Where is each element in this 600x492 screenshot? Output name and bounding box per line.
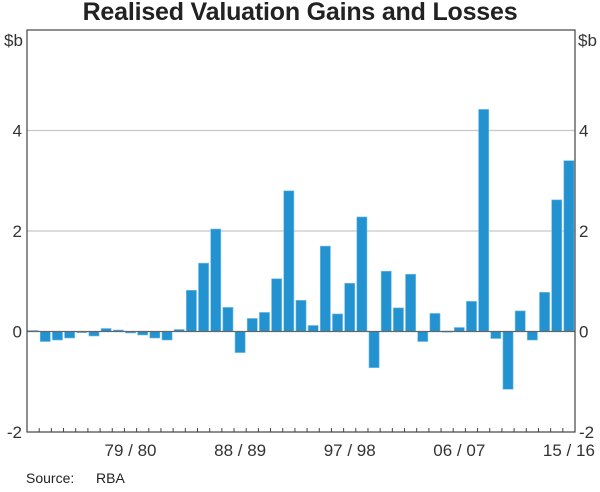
bar bbox=[502, 331, 514, 390]
bar bbox=[271, 278, 283, 332]
bar bbox=[295, 300, 307, 332]
bar bbox=[88, 331, 100, 337]
chart-title: Realised Valuation Gains and Losses bbox=[82, 0, 518, 26]
bar bbox=[149, 331, 161, 339]
bar bbox=[210, 228, 222, 332]
y-tick-label-left: -2 bbox=[7, 423, 22, 442]
bar bbox=[319, 245, 331, 332]
bar bbox=[563, 160, 575, 332]
bar bbox=[356, 216, 368, 332]
bar bbox=[405, 273, 416, 332]
bar bbox=[466, 301, 477, 332]
source-label: Source: bbox=[26, 470, 75, 486]
bar bbox=[186, 289, 197, 332]
bar bbox=[39, 331, 51, 342]
source-value: RBA bbox=[96, 470, 125, 486]
bar bbox=[259, 312, 270, 332]
bar bbox=[344, 282, 356, 332]
y-axis-unit-left: $b bbox=[4, 31, 23, 50]
bar bbox=[478, 109, 490, 332]
x-tick-label: 97 / 98 bbox=[324, 441, 376, 460]
bar bbox=[514, 310, 526, 332]
bar bbox=[332, 313, 343, 332]
bar-chart: -2 -2 0 0 2 2 4 4 79 / 80 88 / 89 97 / 98 06 / 07 15… bbox=[4, 29, 597, 460]
y-tick-label-right: -2 bbox=[579, 423, 594, 442]
bar bbox=[222, 307, 234, 332]
y-axis-unit-right: $b bbox=[578, 31, 597, 50]
bar bbox=[453, 327, 465, 332]
x-tick-label: 15 / 16 bbox=[543, 441, 595, 460]
bar bbox=[417, 331, 429, 342]
bar bbox=[368, 331, 380, 368]
y-tick-label-right: 4 bbox=[579, 122, 588, 141]
bar bbox=[551, 199, 563, 332]
bar bbox=[539, 292, 550, 332]
y-tick-label-left: 0 bbox=[13, 323, 22, 342]
plot-frame bbox=[26, 29, 576, 433]
y-tick-label-right: 0 bbox=[579, 323, 588, 342]
x-tick-label: 88 / 89 bbox=[214, 441, 266, 460]
y-tick-label-left: 2 bbox=[13, 222, 22, 241]
bar bbox=[380, 270, 392, 332]
bar bbox=[64, 331, 76, 339]
bar bbox=[429, 313, 441, 332]
bar bbox=[490, 331, 502, 339]
bar bbox=[198, 262, 209, 332]
y-tick-label-right: 2 bbox=[579, 222, 588, 241]
bar bbox=[234, 331, 246, 353]
y-tick-label-left: 4 bbox=[13, 122, 22, 141]
bar bbox=[307, 325, 319, 332]
x-tick-label: 06 / 07 bbox=[433, 441, 485, 460]
bar bbox=[526, 331, 538, 341]
source-note: Source: RBA bbox=[26, 470, 125, 486]
x-tick-label: 79 / 80 bbox=[105, 441, 157, 460]
bar bbox=[246, 318, 258, 332]
bar bbox=[283, 190, 295, 332]
bar bbox=[52, 331, 63, 341]
bar bbox=[393, 307, 404, 332]
bar bbox=[161, 331, 173, 341]
